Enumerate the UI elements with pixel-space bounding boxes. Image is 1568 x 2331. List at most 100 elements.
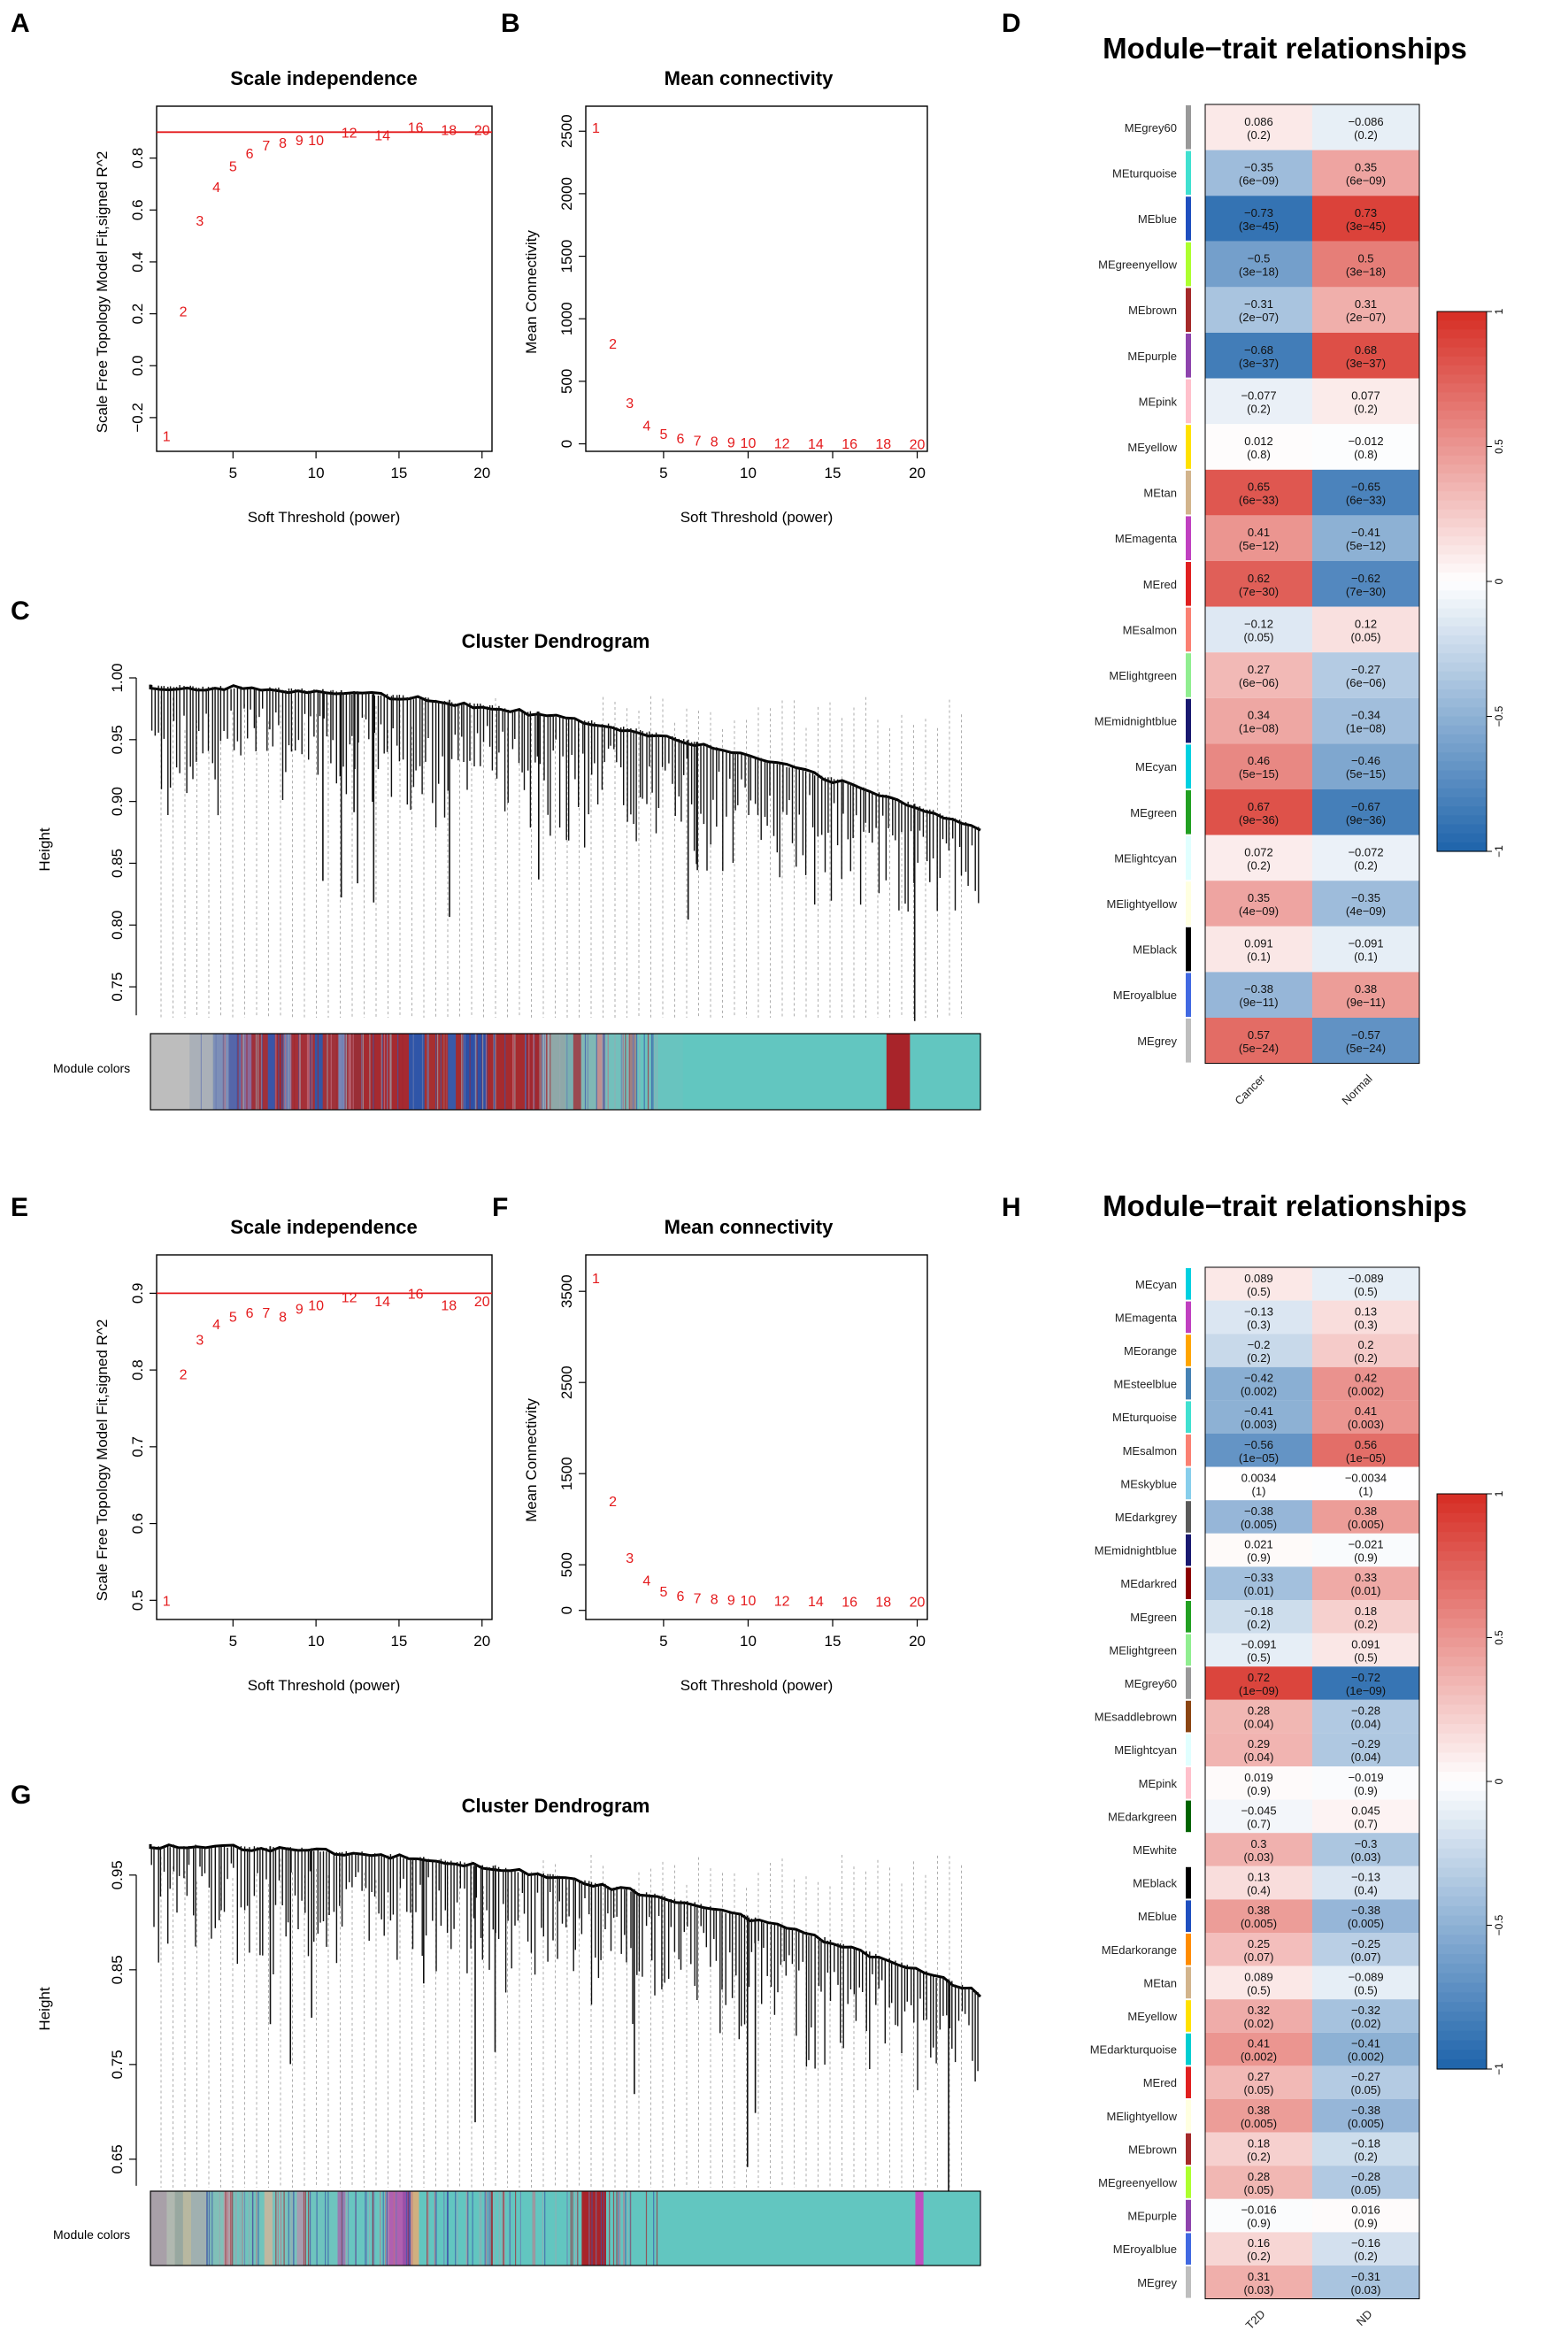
module-color-stripe (485, 2191, 487, 2266)
cell-pvalue: (7e−30) (1346, 585, 1386, 598)
colorbar-step (1437, 617, 1487, 627)
module-color-stripe (614, 1034, 616, 1110)
colorbar-tick-label: −1 (1493, 845, 1505, 858)
module-color-stripe (514, 1034, 516, 1110)
colorbar-step (1437, 635, 1487, 645)
module-color-stripe (384, 2191, 387, 2266)
colorbar-step (1437, 1522, 1487, 1533)
module-color-stripe (411, 2191, 413, 2266)
cell-correlation: 0.41 (1355, 1404, 1377, 1418)
module-color-stripe (283, 2191, 285, 2266)
cell-pvalue: (0.4) (1354, 1884, 1378, 1897)
cell-pvalue: (6e−06) (1239, 676, 1279, 689)
module-color-stripe (257, 2191, 259, 2266)
module-color-stripe (503, 2191, 505, 2266)
heatmap-cell (1205, 333, 1312, 379)
module-color-bar (1186, 1934, 1191, 1966)
module-color-block (580, 1034, 597, 1110)
module-color-stripe (602, 1034, 603, 1110)
heatmap-cell (1205, 1799, 1312, 1834)
module-row-label: MEwhite (1133, 1843, 1177, 1857)
cell-pvalue: (0.03) (1244, 2283, 1274, 2296)
power-point: 10 (741, 1594, 757, 1609)
module-color-bar (1186, 1501, 1191, 1533)
module-color-stripe (211, 2191, 213, 2266)
y-tick-label: 0.85 (109, 849, 126, 878)
heatmap-cell (1205, 1666, 1312, 1700)
module-row-label: MElightyellow (1107, 2110, 1178, 2123)
module-color-block (386, 2191, 404, 2266)
colorbar-step (1437, 599, 1487, 610)
module-color-bar (1186, 1601, 1191, 1633)
cell-correlation: −0.18 (1351, 2136, 1380, 2150)
power-point: 3 (626, 1551, 634, 1566)
module-color-block (275, 1034, 284, 1110)
panel-letter-a: A (11, 9, 30, 38)
module-color-stripe (288, 2191, 289, 2266)
heatmap-cell (1205, 561, 1312, 607)
module-color-stripe (386, 2191, 388, 2266)
y-tick-label: 0.8 (129, 1359, 146, 1381)
panel-letter-g: G (11, 1781, 31, 1810)
heatmap-cell (1205, 424, 1312, 470)
x-tick-label: 20 (909, 465, 926, 481)
module-color-stripe (325, 2191, 327, 2266)
cell-correlation: 0.35 (1248, 891, 1270, 904)
cell-pvalue: (0.005) (1348, 2117, 1384, 2130)
y-tick-label: 0.7 (129, 1436, 146, 1458)
colorbar-step (1437, 545, 1487, 556)
x-tick-label: 10 (740, 465, 757, 481)
module-color-stripe (444, 1034, 446, 1110)
cell-pvalue: (0.01) (1351, 1584, 1381, 1597)
colorbar-step (1437, 1589, 1487, 1600)
module-color-stripe (239, 2191, 241, 2266)
x-tick-label: 15 (390, 465, 407, 481)
cell-correlation: −0.086 (1348, 115, 1383, 128)
cell-correlation: −0.68 (1244, 343, 1273, 357)
plot-frame (585, 105, 928, 452)
power-point: 4 (212, 1318, 220, 1333)
module-row-label: MEsalmon (1123, 623, 1177, 636)
module-color-bar (1186, 150, 1191, 196)
heatmap-cell (1312, 1267, 1419, 1301)
module-color-stripe (242, 1034, 244, 1110)
cell-pvalue: (3e−37) (1239, 357, 1279, 370)
module-color-stripe (237, 1034, 239, 1110)
colorbar-step (1437, 312, 1487, 321)
colorbar-step (1437, 2002, 1487, 2012)
module-color-block (264, 2191, 273, 2266)
colorbar-step (1437, 2059, 1487, 2070)
module-color-stripe (475, 1034, 477, 1110)
module-color-stripe (361, 1034, 363, 1110)
power-point: 1 (163, 429, 171, 444)
colorbar-step (1437, 1925, 1487, 1935)
cell-pvalue: (3e−18) (1346, 265, 1386, 279)
colorbar-step (1437, 419, 1487, 429)
module-color-stripe (435, 2191, 437, 2266)
module-row-label: MEdarkturquoise (1090, 2043, 1177, 2057)
colorbar-step (1437, 671, 1487, 681)
colorbar-step (1437, 1542, 1487, 1552)
cell-correlation: 0.35 (1355, 160, 1377, 173)
module-row-label: MElightcyan (1114, 1743, 1177, 1757)
colorbar-step (1437, 464, 1487, 474)
module-color-block (409, 1034, 426, 1110)
colorbar-step (1437, 1512, 1487, 1524)
cell-correlation: −0.3 (1355, 1837, 1378, 1850)
cell-correlation: −0.32 (1351, 2004, 1380, 2017)
heatmap-cell (1312, 1300, 1419, 1335)
colorbar-step (1437, 437, 1487, 448)
panel-letter-h: H (1002, 1193, 1021, 1222)
power-point: 16 (408, 120, 424, 135)
module-row-label: MEsalmon (1123, 1444, 1177, 1458)
heatmap-cell (1205, 697, 1312, 744)
heatmap-cell (1312, 1018, 1419, 1064)
module-row-label: MEdarkgrey (1115, 1511, 1178, 1524)
module-color-bar (1186, 379, 1191, 424)
cell-correlation: −0.077 (1241, 388, 1276, 402)
cell-correlation: 0.13 (1355, 1304, 1377, 1318)
module-row-label: MEblue (1138, 212, 1177, 226)
module-row-label: MEskyblue (1120, 1477, 1177, 1490)
cell-correlation: −0.091 (1241, 1637, 1276, 1650)
cell-pvalue: (7e−30) (1239, 585, 1279, 598)
